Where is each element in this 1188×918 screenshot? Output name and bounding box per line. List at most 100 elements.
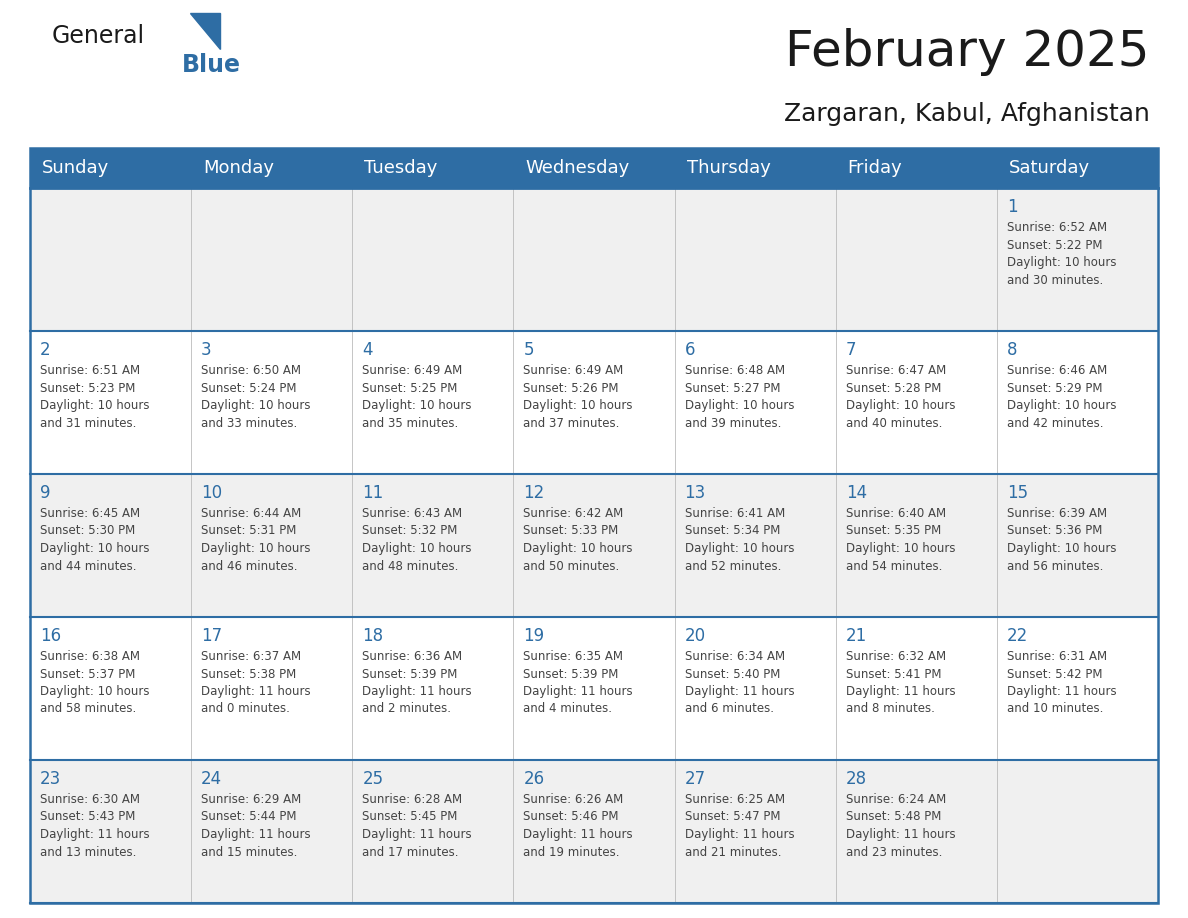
Bar <box>675 188 835 331</box>
Text: Sunrise: 6:36 AM
Sunset: 5:39 PM
Daylight: 11 hours
and 2 minutes.: Sunrise: 6:36 AM Sunset: 5:39 PM Dayligh… <box>362 650 472 715</box>
Text: 21: 21 <box>846 627 867 645</box>
Bar <box>30 760 191 903</box>
Text: 24: 24 <box>201 770 222 788</box>
Bar <box>675 617 835 760</box>
Bar <box>675 331 835 474</box>
Bar <box>353 760 513 903</box>
Text: Zargaran, Kabul, Afghanistan: Zargaran, Kabul, Afghanistan <box>784 102 1150 126</box>
Bar <box>675 474 835 617</box>
Text: 7: 7 <box>846 341 857 359</box>
Bar <box>353 617 513 760</box>
Text: Sunrise: 6:30 AM
Sunset: 5:43 PM
Daylight: 11 hours
and 13 minutes.: Sunrise: 6:30 AM Sunset: 5:43 PM Dayligh… <box>40 793 150 858</box>
Bar <box>30 148 1158 188</box>
Text: Wednesday: Wednesday <box>525 159 630 177</box>
Text: 13: 13 <box>684 484 706 502</box>
Bar <box>30 188 191 331</box>
Text: 15: 15 <box>1007 484 1028 502</box>
Text: General: General <box>52 24 145 48</box>
Text: 25: 25 <box>362 770 384 788</box>
Text: 22: 22 <box>1007 627 1028 645</box>
Bar <box>675 760 835 903</box>
Text: Sunrise: 6:37 AM
Sunset: 5:38 PM
Daylight: 11 hours
and 0 minutes.: Sunrise: 6:37 AM Sunset: 5:38 PM Dayligh… <box>201 650 311 715</box>
Text: Sunrise: 6:26 AM
Sunset: 5:46 PM
Daylight: 11 hours
and 19 minutes.: Sunrise: 6:26 AM Sunset: 5:46 PM Dayligh… <box>524 793 633 858</box>
Text: Sunrise: 6:28 AM
Sunset: 5:45 PM
Daylight: 11 hours
and 17 minutes.: Sunrise: 6:28 AM Sunset: 5:45 PM Dayligh… <box>362 793 472 858</box>
Text: Friday: Friday <box>848 159 903 177</box>
Text: 18: 18 <box>362 627 384 645</box>
Text: Sunrise: 6:52 AM
Sunset: 5:22 PM
Daylight: 10 hours
and 30 minutes.: Sunrise: 6:52 AM Sunset: 5:22 PM Dayligh… <box>1007 221 1117 286</box>
Text: Sunrise: 6:49 AM
Sunset: 5:25 PM
Daylight: 10 hours
and 35 minutes.: Sunrise: 6:49 AM Sunset: 5:25 PM Dayligh… <box>362 364 472 430</box>
Text: Sunrise: 6:50 AM
Sunset: 5:24 PM
Daylight: 10 hours
and 33 minutes.: Sunrise: 6:50 AM Sunset: 5:24 PM Dayligh… <box>201 364 310 430</box>
Text: 5: 5 <box>524 341 533 359</box>
Text: Sunrise: 6:34 AM
Sunset: 5:40 PM
Daylight: 11 hours
and 6 minutes.: Sunrise: 6:34 AM Sunset: 5:40 PM Dayligh… <box>684 650 795 715</box>
Text: Sunrise: 6:25 AM
Sunset: 5:47 PM
Daylight: 11 hours
and 21 minutes.: Sunrise: 6:25 AM Sunset: 5:47 PM Dayligh… <box>684 793 795 858</box>
Text: Sunrise: 6:49 AM
Sunset: 5:26 PM
Daylight: 10 hours
and 37 minutes.: Sunrise: 6:49 AM Sunset: 5:26 PM Dayligh… <box>524 364 633 430</box>
Bar <box>353 331 513 474</box>
Text: 1: 1 <box>1007 198 1017 216</box>
Bar <box>513 474 675 617</box>
Bar <box>997 331 1158 474</box>
Text: 8: 8 <box>1007 341 1017 359</box>
Text: 12: 12 <box>524 484 544 502</box>
Text: 2: 2 <box>40 341 51 359</box>
Bar <box>835 474 997 617</box>
Text: Sunrise: 6:39 AM
Sunset: 5:36 PM
Daylight: 10 hours
and 56 minutes.: Sunrise: 6:39 AM Sunset: 5:36 PM Dayligh… <box>1007 507 1117 573</box>
Text: Sunrise: 6:43 AM
Sunset: 5:32 PM
Daylight: 10 hours
and 48 minutes.: Sunrise: 6:43 AM Sunset: 5:32 PM Dayligh… <box>362 507 472 573</box>
Text: Sunrise: 6:32 AM
Sunset: 5:41 PM
Daylight: 11 hours
and 8 minutes.: Sunrise: 6:32 AM Sunset: 5:41 PM Dayligh… <box>846 650 955 715</box>
Bar <box>30 474 191 617</box>
Text: Blue: Blue <box>182 53 241 77</box>
Bar <box>191 474 353 617</box>
Text: 9: 9 <box>40 484 51 502</box>
Bar <box>997 474 1158 617</box>
Text: 16: 16 <box>40 627 61 645</box>
Text: 27: 27 <box>684 770 706 788</box>
Text: Sunrise: 6:38 AM
Sunset: 5:37 PM
Daylight: 10 hours
and 58 minutes.: Sunrise: 6:38 AM Sunset: 5:37 PM Dayligh… <box>40 650 150 715</box>
Bar <box>997 760 1158 903</box>
Bar <box>835 617 997 760</box>
Bar <box>191 188 353 331</box>
Text: 20: 20 <box>684 627 706 645</box>
Text: Sunrise: 6:24 AM
Sunset: 5:48 PM
Daylight: 11 hours
and 23 minutes.: Sunrise: 6:24 AM Sunset: 5:48 PM Dayligh… <box>846 793 955 858</box>
Text: Sunrise: 6:48 AM
Sunset: 5:27 PM
Daylight: 10 hours
and 39 minutes.: Sunrise: 6:48 AM Sunset: 5:27 PM Dayligh… <box>684 364 794 430</box>
Bar <box>30 331 191 474</box>
Text: 6: 6 <box>684 341 695 359</box>
Text: 14: 14 <box>846 484 867 502</box>
Text: 10: 10 <box>201 484 222 502</box>
Text: February 2025: February 2025 <box>785 28 1150 76</box>
Bar <box>30 148 1158 903</box>
Text: 3: 3 <box>201 341 211 359</box>
Text: Monday: Monday <box>203 159 274 177</box>
Text: Sunrise: 6:31 AM
Sunset: 5:42 PM
Daylight: 11 hours
and 10 minutes.: Sunrise: 6:31 AM Sunset: 5:42 PM Dayligh… <box>1007 650 1117 715</box>
Bar <box>353 474 513 617</box>
Text: Sunrise: 6:46 AM
Sunset: 5:29 PM
Daylight: 10 hours
and 42 minutes.: Sunrise: 6:46 AM Sunset: 5:29 PM Dayligh… <box>1007 364 1117 430</box>
Bar <box>513 188 675 331</box>
Text: 23: 23 <box>40 770 62 788</box>
Bar <box>513 760 675 903</box>
Bar <box>835 188 997 331</box>
Bar <box>997 617 1158 760</box>
Text: Sunrise: 6:42 AM
Sunset: 5:33 PM
Daylight: 10 hours
and 50 minutes.: Sunrise: 6:42 AM Sunset: 5:33 PM Dayligh… <box>524 507 633 573</box>
Text: 26: 26 <box>524 770 544 788</box>
Text: Saturday: Saturday <box>1009 159 1089 177</box>
Bar <box>835 331 997 474</box>
Text: Sunrise: 6:51 AM
Sunset: 5:23 PM
Daylight: 10 hours
and 31 minutes.: Sunrise: 6:51 AM Sunset: 5:23 PM Dayligh… <box>40 364 150 430</box>
Polygon shape <box>190 13 220 49</box>
Bar <box>513 617 675 760</box>
Text: Sunrise: 6:35 AM
Sunset: 5:39 PM
Daylight: 11 hours
and 4 minutes.: Sunrise: 6:35 AM Sunset: 5:39 PM Dayligh… <box>524 650 633 715</box>
Text: Thursday: Thursday <box>687 159 771 177</box>
Text: Sunrise: 6:41 AM
Sunset: 5:34 PM
Daylight: 10 hours
and 52 minutes.: Sunrise: 6:41 AM Sunset: 5:34 PM Dayligh… <box>684 507 794 573</box>
Bar <box>835 760 997 903</box>
Text: Sunday: Sunday <box>42 159 109 177</box>
Bar <box>191 760 353 903</box>
Text: Sunrise: 6:40 AM
Sunset: 5:35 PM
Daylight: 10 hours
and 54 minutes.: Sunrise: 6:40 AM Sunset: 5:35 PM Dayligh… <box>846 507 955 573</box>
Text: Sunrise: 6:29 AM
Sunset: 5:44 PM
Daylight: 11 hours
and 15 minutes.: Sunrise: 6:29 AM Sunset: 5:44 PM Dayligh… <box>201 793 311 858</box>
Bar <box>191 331 353 474</box>
Text: Sunrise: 6:47 AM
Sunset: 5:28 PM
Daylight: 10 hours
and 40 minutes.: Sunrise: 6:47 AM Sunset: 5:28 PM Dayligh… <box>846 364 955 430</box>
Text: 11: 11 <box>362 484 384 502</box>
Text: 19: 19 <box>524 627 544 645</box>
Bar <box>30 617 191 760</box>
Text: 28: 28 <box>846 770 867 788</box>
Text: Sunrise: 6:45 AM
Sunset: 5:30 PM
Daylight: 10 hours
and 44 minutes.: Sunrise: 6:45 AM Sunset: 5:30 PM Dayligh… <box>40 507 150 573</box>
Text: Tuesday: Tuesday <box>365 159 437 177</box>
Bar <box>353 188 513 331</box>
Text: 17: 17 <box>201 627 222 645</box>
